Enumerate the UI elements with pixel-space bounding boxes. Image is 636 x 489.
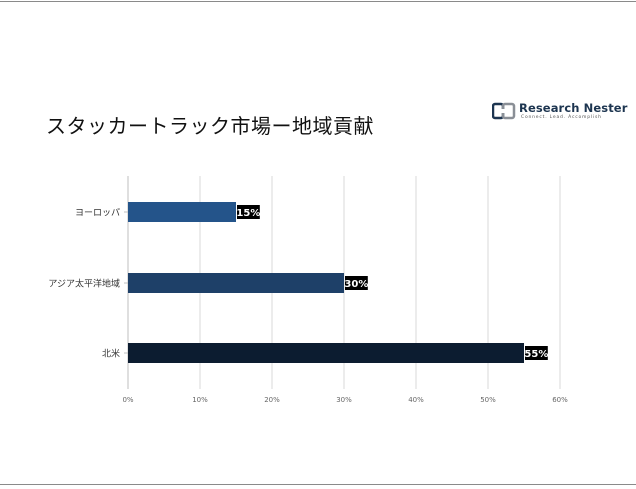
data-label: 30% — [344, 279, 368, 290]
bar — [128, 343, 524, 363]
category-label: アジア太平洋地域 — [48, 278, 120, 290]
chart-title: スタッカートラック市場ー地域貢献 — [46, 114, 374, 138]
logo-tagline: Connect. Lead. Accomplish — [521, 115, 602, 120]
category-label: ヨーロッパ — [75, 208, 120, 219]
data-label-bg — [345, 276, 368, 290]
x-tick-label: 30% — [336, 396, 352, 404]
x-tick-label: 10% — [192, 396, 208, 404]
data-label-bg — [237, 205, 260, 219]
bar — [128, 273, 344, 293]
data-label: 55% — [524, 349, 548, 360]
bar — [128, 202, 236, 222]
data-label-bg — [525, 346, 548, 360]
research-nester-logo: Research Nester Connect. Lead. Accomplis… — [492, 101, 627, 123]
x-tick-label: 60% — [552, 396, 568, 404]
x-tick-label: 20% — [264, 396, 280, 404]
x-tick-label: 40% — [408, 396, 424, 404]
logo-name: Research Nester — [519, 101, 628, 115]
data-label: 15% — [236, 208, 260, 219]
category-label: 北米 — [102, 348, 120, 360]
bottom-rule — [0, 484, 636, 485]
logo-mark-icon — [492, 102, 516, 120]
x-tick-label: 0% — [122, 396, 133, 404]
top-rule — [0, 1, 636, 2]
x-tick-label: 50% — [480, 396, 496, 404]
